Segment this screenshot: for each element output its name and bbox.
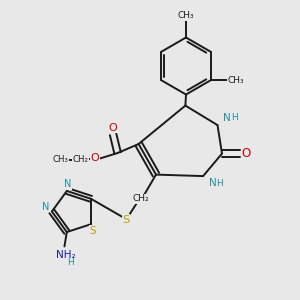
Text: CH₃: CH₃ [228, 76, 244, 85]
Text: H: H [217, 179, 223, 188]
Text: H: H [67, 257, 74, 266]
Text: O: O [242, 147, 250, 160]
Text: O: O [90, 153, 99, 163]
Text: NH₂: NH₂ [56, 250, 76, 260]
Text: CH₃: CH₃ [52, 155, 68, 164]
Text: N: N [209, 178, 217, 188]
Text: CH₂: CH₂ [73, 155, 89, 164]
Text: O: O [109, 123, 118, 133]
Text: S: S [89, 226, 96, 236]
Text: S: S [122, 215, 130, 225]
Text: CH₂: CH₂ [133, 194, 149, 203]
Text: CH₃: CH₃ [178, 11, 194, 20]
Text: N: N [223, 112, 231, 123]
Text: N: N [64, 179, 71, 189]
Text: N: N [42, 202, 49, 212]
Text: H: H [231, 113, 238, 122]
